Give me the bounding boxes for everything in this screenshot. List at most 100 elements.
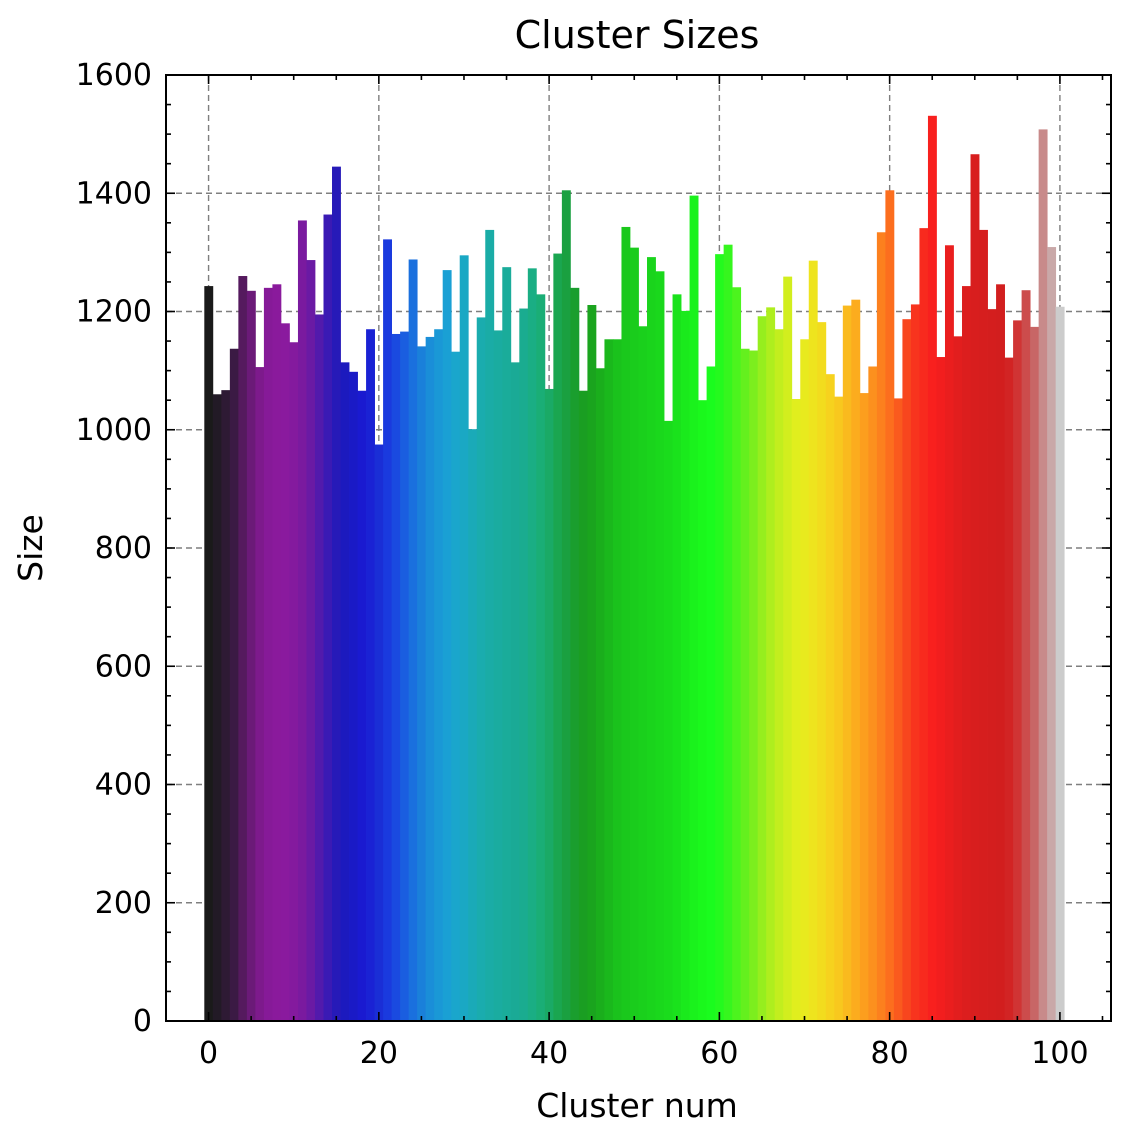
bar — [612, 339, 622, 1021]
bar — [204, 286, 214, 1022]
bar — [723, 244, 733, 1021]
bar — [681, 310, 690, 1021]
bar — [425, 336, 435, 1021]
bar — [936, 357, 946, 1021]
bar — [706, 366, 716, 1021]
bar — [212, 394, 222, 1021]
bar — [698, 400, 707, 1021]
bar — [842, 305, 852, 1022]
bar — [442, 270, 452, 1021]
bar — [834, 396, 844, 1021]
bar — [1021, 290, 1031, 1022]
y-axis-label: Size — [11, 514, 50, 582]
bar — [561, 190, 571, 1022]
bar — [417, 346, 427, 1021]
bar — [808, 260, 818, 1021]
bar — [774, 329, 784, 1021]
y-tick-label: 0 — [133, 1004, 152, 1039]
bar — [732, 287, 742, 1021]
bar — [587, 305, 597, 1021]
bar — [510, 362, 520, 1022]
x-tick-labels: 0 20 40 60 80 100 — [199, 1036, 1089, 1071]
bar — [766, 307, 776, 1021]
bar — [323, 214, 333, 1021]
x-tick-label: 60 — [700, 1036, 738, 1071]
bar — [800, 339, 810, 1021]
bar — [851, 299, 861, 1021]
bar — [817, 322, 827, 1021]
bar — [1038, 129, 1048, 1021]
bar — [400, 331, 410, 1022]
bar — [502, 267, 512, 1021]
bar — [493, 330, 503, 1021]
bar — [238, 276, 248, 1021]
bar — [740, 348, 750, 1021]
bar — [1047, 247, 1057, 1022]
bar — [885, 190, 895, 1022]
bar — [664, 420, 673, 1021]
bar — [306, 260, 316, 1021]
bar — [1030, 326, 1040, 1021]
bar — [263, 287, 273, 1022]
bar — [672, 294, 682, 1022]
bar — [519, 308, 529, 1021]
bar — [655, 271, 665, 1021]
y-tick-label: 1400 — [76, 176, 152, 211]
y-tick-label: 400 — [95, 768, 152, 803]
bar — [970, 154, 980, 1022]
bar — [944, 245, 954, 1021]
bar — [527, 268, 537, 1022]
bar — [621, 226, 631, 1021]
bar — [791, 399, 801, 1021]
y-tick-label: 800 — [95, 531, 152, 566]
bar — [289, 342, 299, 1021]
chart-title: Cluster Sizes — [515, 13, 760, 57]
bar — [996, 284, 1005, 1021]
bar — [876, 232, 886, 1021]
bar — [987, 309, 997, 1021]
bar — [544, 388, 554, 1021]
bar — [638, 326, 648, 1021]
y-tick-label: 1200 — [76, 295, 152, 330]
bar — [340, 362, 350, 1022]
bar — [434, 329, 444, 1021]
bar — [272, 284, 282, 1021]
bar — [962, 286, 971, 1022]
bar — [595, 368, 605, 1021]
bar — [979, 229, 988, 1021]
axis-ticks — [165, 74, 1111, 1022]
bar — [715, 254, 725, 1021]
bar — [459, 255, 469, 1021]
x-tick-label: 100 — [1031, 1036, 1088, 1071]
y-tick-labels: 0 200 400 600 800 1000 1200 1400 1600 — [76, 58, 152, 1039]
bar — [919, 228, 929, 1021]
y-tick-label: 1000 — [76, 413, 152, 448]
bar — [314, 314, 324, 1022]
bar — [825, 374, 835, 1021]
bars — [204, 115, 1065, 1022]
bar — [859, 393, 869, 1022]
bar — [297, 220, 307, 1021]
y-tick-label: 200 — [95, 886, 152, 921]
bar — [783, 276, 793, 1021]
y-tick-label: 1600 — [76, 58, 152, 93]
bar — [255, 367, 265, 1022]
bar — [383, 239, 392, 1021]
bar — [485, 229, 495, 1021]
bar — [349, 371, 358, 1021]
bar — [647, 257, 656, 1021]
bar — [536, 294, 546, 1022]
bar — [570, 287, 580, 1022]
bar — [927, 115, 937, 1022]
bar — [357, 390, 367, 1022]
bar — [1013, 320, 1022, 1021]
x-axis-label: Cluster num — [536, 1086, 738, 1125]
bar — [246, 290, 256, 1021]
bar — [408, 259, 418, 1022]
bar — [476, 317, 486, 1021]
bar — [374, 444, 384, 1021]
bar — [689, 195, 699, 1022]
bar — [868, 366, 878, 1021]
